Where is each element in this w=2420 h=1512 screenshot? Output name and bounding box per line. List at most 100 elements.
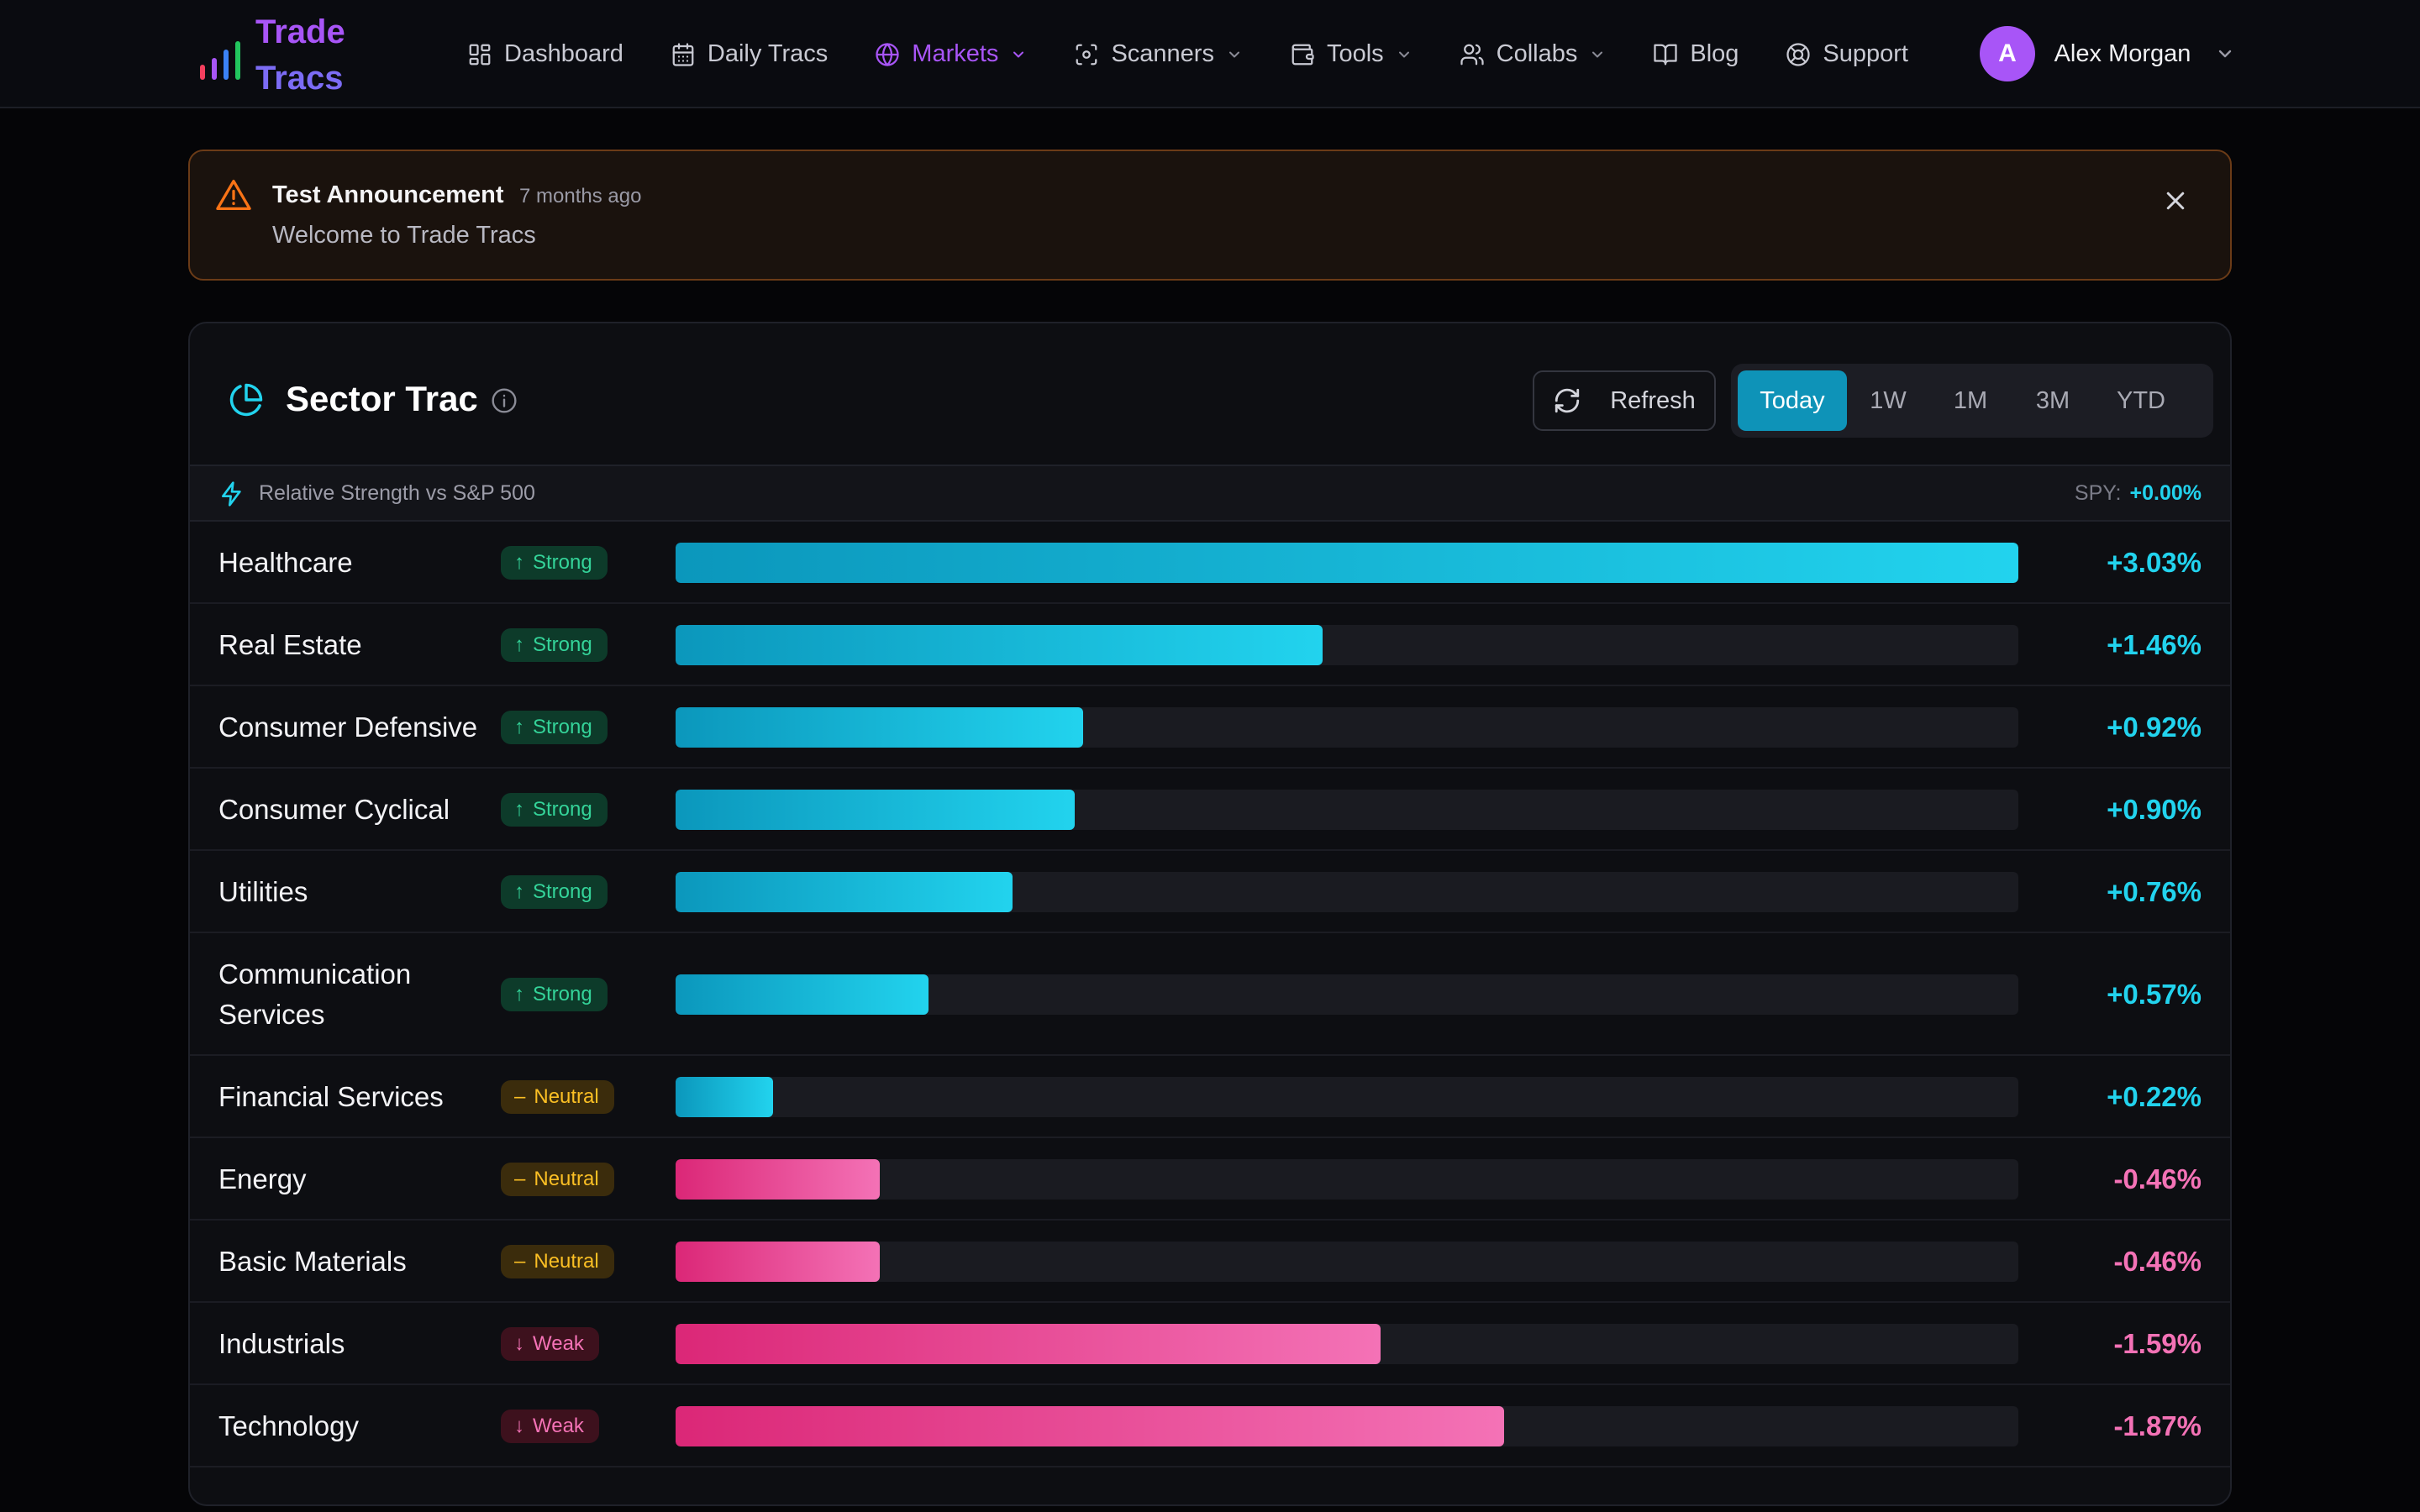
range-tab-1m[interactable]: 1M (1953, 386, 1988, 414)
sector-name: Consumer Defensive (218, 711, 478, 743)
nav-item-label: Markets (912, 40, 999, 67)
top-navbar: Trade Tracs Dashboard Daily Tracs Markets S… (0, 0, 2420, 108)
nav-item-dashboard[interactable]: Dashboard (467, 25, 623, 84)
status-label: Strong (533, 633, 592, 656)
sector-row[interactable]: Real Estate ↑ Strong +1.46% (190, 604, 2230, 686)
chevron-down-icon[interactable] (2215, 44, 2235, 64)
users-icon (1460, 44, 1484, 65)
sector-name: Technology (218, 1410, 359, 1441)
user-menu[interactable]: A Alex Morgan (1980, 25, 2235, 82)
sector-percent-change: -0.46% (2113, 1163, 2202, 1194)
strength-bar-fill (676, 625, 1323, 665)
range-tab-1w[interactable]: 1W (1870, 386, 1907, 414)
sector-list: Healthcare ↑ Strong +3.03% Real Estate ↑ Stron… (190, 522, 2230, 1467)
status-badge: ↑ Strong (501, 793, 608, 827)
status-badge: ↑ Strong (501, 628, 608, 662)
close-icon[interactable] (2163, 188, 2188, 213)
brand-name: Trade Tracs (255, 9, 345, 102)
status-badge: ↓ Weak (501, 1410, 599, 1443)
nav-item-scanners[interactable]: Scanners (1074, 25, 1243, 84)
sector-row[interactable]: Healthcare ↑ Strong +3.03% (190, 522, 2230, 604)
lightning-icon (222, 481, 241, 507)
nav-item-collabs[interactable]: Collabs (1460, 25, 1607, 84)
arrow-up-icon: ↑ (514, 798, 524, 821)
chevron-down-icon (1398, 51, 1409, 57)
chevron-down-icon (1592, 51, 1603, 57)
sector-row[interactable]: Communication Services ↑ Strong +0.57% (190, 933, 2230, 1056)
sector-row[interactable]: Energy – Neutral -0.46% (190, 1138, 2230, 1221)
announcement-title: Test Announcement (272, 181, 504, 208)
dash-icon: – (514, 1085, 526, 1108)
status-label: Weak (533, 1332, 584, 1355)
chevron-down-icon (1013, 51, 1024, 57)
avatar[interactable]: A (1980, 26, 2035, 81)
dash-icon: – (514, 1168, 526, 1190)
dashboard-icon (469, 44, 491, 65)
arrow-down-icon: ↓ (514, 1415, 524, 1437)
info-icon[interactable] (491, 387, 518, 414)
strength-bar-fill (676, 1159, 880, 1200)
sector-row[interactable]: Utilities ↑ Strong +0.76% (190, 851, 2230, 933)
sector-name: Basic Materials (218, 1246, 407, 1277)
logo-bars-icon (200, 41, 240, 80)
sector-name: Utilities (218, 876, 308, 907)
sector-percent-change: +0.92% (2107, 711, 2202, 743)
strength-bar-track (676, 1077, 2018, 1117)
nav-item-support[interactable]: Support (1786, 25, 1908, 84)
announcement-message: Welcome to Trade Tracs (272, 222, 536, 249)
user-name: Alex Morgan (2054, 40, 2191, 67)
arrow-up-icon: ↑ (514, 551, 524, 574)
range-tab-3m[interactable]: 3M (2035, 386, 2070, 414)
status-label: Strong (533, 983, 592, 1005)
status-label: Strong (533, 880, 592, 903)
strength-bar-fill (676, 790, 1075, 830)
strength-bar-track (676, 1406, 2018, 1446)
sector-row[interactable]: Technology ↓ Weak -1.87% (190, 1385, 2230, 1467)
nav-item-blog[interactable]: Blog (1653, 25, 1739, 84)
strength-bar-fill (676, 1077, 773, 1117)
strength-bar-track (676, 1242, 2018, 1282)
refresh-button[interactable]: Refresh (1533, 370, 1716, 431)
sector-name: Healthcare (218, 547, 353, 578)
status-label: Strong (533, 716, 592, 738)
nav-item-markets[interactable]: Markets (875, 25, 1027, 84)
sector-trac-panel: Sector Trac Refresh Today 1W 1M 3M YTD Relat… (188, 322, 2232, 1506)
sector-name: Real Estate (218, 629, 362, 660)
sector-row[interactable]: Consumer Defensive ↑ Strong +0.92% (190, 686, 2230, 769)
sector-percent-change: +0.90% (2107, 794, 2202, 825)
status-badge: – Neutral (501, 1245, 614, 1278)
range-tab-ytd[interactable]: YTD (2117, 386, 2165, 414)
strength-bar-fill (676, 1324, 1381, 1364)
range-tab-today[interactable]: Today (1738, 370, 1847, 431)
sector-row[interactable]: Consumer Cyclical ↑ Strong +0.90% (190, 769, 2230, 851)
status-label: Weak (533, 1415, 584, 1437)
refresh-icon (1555, 388, 1580, 413)
strength-bar-track (676, 543, 2018, 583)
nav-item-tools[interactable]: Tools (1290, 25, 1413, 84)
status-badge: ↓ Weak (501, 1327, 599, 1361)
sector-row[interactable]: Basic Materials – Neutral -0.46% (190, 1221, 2230, 1303)
sector-row[interactable]: Industrials ↓ Weak -1.59% (190, 1303, 2230, 1385)
strength-bar-track (676, 872, 2018, 912)
time-range-selector: Today 1W 1M 3M YTD (1731, 364, 2213, 438)
sector-name: Communication Services (218, 958, 412, 1030)
brand-logo[interactable]: Trade Tracs (198, 10, 345, 101)
arrow-up-icon: ↑ (514, 880, 524, 903)
nav-item-label: Dashboard (504, 40, 623, 67)
nav-item-daily-tracs[interactable]: Daily Tracs (671, 25, 828, 84)
spy-indicator: SPY: +0.00% (2075, 481, 2202, 506)
sector-percent-change: -0.46% (2113, 1246, 2202, 1277)
brand-line-1: Trade (255, 13, 345, 50)
nav-item-label: Scanners (1111, 40, 1214, 67)
dash-icon: – (514, 1250, 526, 1273)
panel-header: Sector Trac Refresh Today 1W 1M 3M YTD (190, 323, 2230, 466)
chevron-down-icon (1228, 51, 1239, 57)
sector-row[interactable]: Financial Services – Neutral +0.22% (190, 1056, 2230, 1138)
strength-bar-fill (676, 1242, 880, 1282)
strength-bar-fill (676, 872, 1013, 912)
nav-item-label: Support (1823, 40, 1908, 67)
lifebuoy-icon (1786, 42, 1811, 66)
sector-percent-change: +0.76% (2107, 876, 2202, 907)
status-badge: ↑ Strong (501, 875, 608, 909)
arrow-down-icon: ↓ (514, 1332, 524, 1355)
